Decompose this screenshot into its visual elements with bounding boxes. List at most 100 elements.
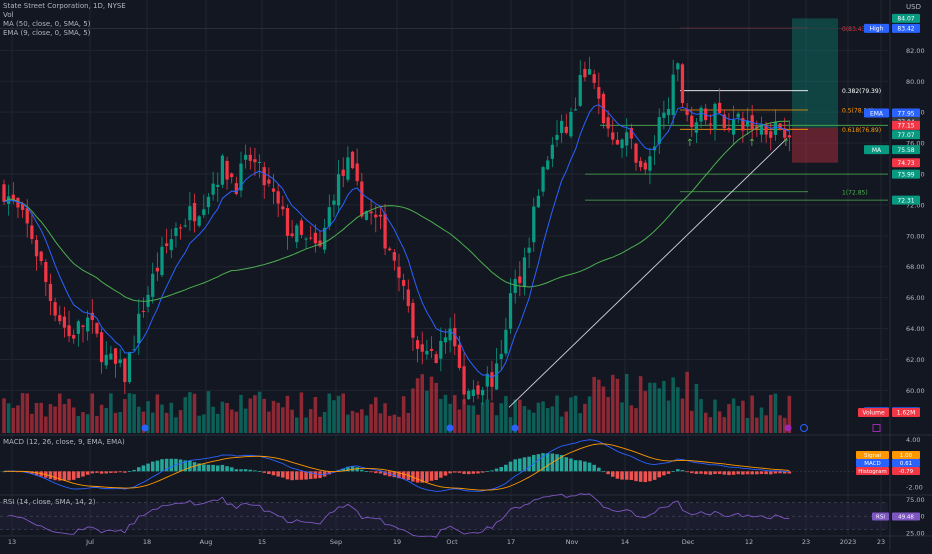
volume-bar (703, 412, 708, 433)
up-arrow-marker: ↑ (748, 138, 756, 149)
rsi-tag-label-bg (872, 512, 889, 521)
price-tick-label: 82.00 (906, 47, 925, 55)
candle-body (727, 128, 731, 131)
volume-bar (123, 399, 127, 433)
volume-bar (160, 404, 164, 433)
macd-histogram-bar (95, 471, 99, 473)
macd-histogram-bar (378, 471, 383, 474)
volume-bar (313, 397, 318, 433)
volume-bar (778, 415, 782, 433)
candle-body (271, 188, 276, 192)
volume-tag-value: 1.62M (897, 410, 916, 417)
volume-bar (564, 411, 569, 433)
macd-histogram-bar (109, 471, 113, 473)
volume-bar (499, 403, 504, 433)
macd-histogram-bar (662, 471, 666, 476)
price-tag-value: 75.58 (897, 147, 914, 154)
macd-histogram-bar (782, 471, 787, 474)
volume-bar (369, 404, 373, 433)
volume-bar (183, 397, 188, 433)
macd-histogram-bar (57, 471, 62, 481)
candle-body (615, 139, 620, 145)
macd-histogram-bar (281, 471, 285, 478)
volume-bar (53, 406, 57, 433)
volume-bar (225, 402, 229, 433)
candle-body (648, 156, 652, 171)
candle-body (257, 161, 262, 163)
rsi-tag-bg (892, 512, 920, 521)
volume-bar (439, 398, 443, 433)
volume-bar (694, 383, 699, 433)
dividend-marker-icon (446, 424, 454, 432)
volume-bar (727, 404, 731, 433)
candle-body (234, 183, 238, 194)
volume-bar (48, 404, 53, 433)
volume-bar (257, 391, 262, 433)
candle-body (485, 373, 489, 387)
candle-body (132, 349, 136, 351)
volume-bar (215, 413, 220, 433)
candle-body (457, 344, 462, 368)
macd-histogram-bar (694, 471, 699, 474)
macd-histogram-bar (81, 471, 85, 477)
candle-body (392, 252, 396, 261)
time-tick-label: Jul (85, 538, 94, 546)
candle-body (462, 366, 466, 395)
rsi-tick-label: 75.00 (906, 496, 925, 504)
volume-bar (299, 392, 304, 433)
macd-histogram-bar (225, 466, 229, 472)
candle-body (39, 251, 43, 262)
price-tag-label-bg (864, 145, 889, 155)
macd-histogram-bar (443, 471, 448, 476)
candle-body (323, 227, 327, 250)
time-tick-label: Nov (566, 538, 579, 546)
macd-histogram-bar (220, 464, 225, 472)
position-stop-zone (792, 127, 838, 163)
price-tag-label: MA (872, 147, 882, 154)
volume-bar (559, 416, 564, 433)
price-tick-label: 60.00 (906, 387, 925, 395)
macd-tag-label-bg (856, 451, 889, 459)
volume-bar (597, 379, 601, 433)
volume-bar (624, 373, 629, 433)
candle-body (160, 246, 164, 276)
macd-histogram-bar (759, 471, 764, 474)
volume-bar (550, 406, 555, 433)
price-tag-value: 72.31 (897, 197, 914, 204)
volume-bar (764, 415, 768, 433)
candle-body (508, 293, 513, 329)
macd-histogram-bar (383, 471, 387, 476)
volume-bar (178, 410, 183, 433)
price-tag-value: 77.15 (897, 123, 914, 130)
price-tick-label: 80.00 (906, 78, 925, 86)
candle-body (481, 389, 485, 396)
macd-histogram-bar (773, 471, 778, 474)
candle-body (104, 354, 108, 366)
volume-bar (262, 398, 267, 433)
candle-body (411, 302, 415, 338)
candle-body (429, 348, 434, 351)
macd-histogram-bar (601, 471, 606, 473)
candle-body (364, 211, 369, 220)
macd-histogram-bar (638, 471, 643, 482)
price-tick-label: 70.00 (906, 232, 925, 240)
volume-bar (85, 414, 90, 433)
candle-body (151, 273, 155, 297)
candle-body (680, 64, 685, 104)
macd-histogram-bar (155, 460, 160, 472)
price-tag-bg (892, 195, 920, 205)
macd-histogram-bar (476, 471, 480, 474)
macd-histogram-bar (541, 453, 545, 472)
volume-bar (476, 414, 480, 433)
macd-tick-label: -2.00 (906, 484, 923, 492)
candle-body (48, 283, 53, 301)
macd-histogram-bar (787, 471, 792, 474)
macd-histogram-bar (2, 471, 6, 473)
candle-body (225, 160, 229, 180)
candle-body (95, 322, 99, 334)
candle-body (127, 352, 132, 383)
volume-bar (736, 405, 741, 433)
macd-histogram-bar (606, 471, 610, 475)
